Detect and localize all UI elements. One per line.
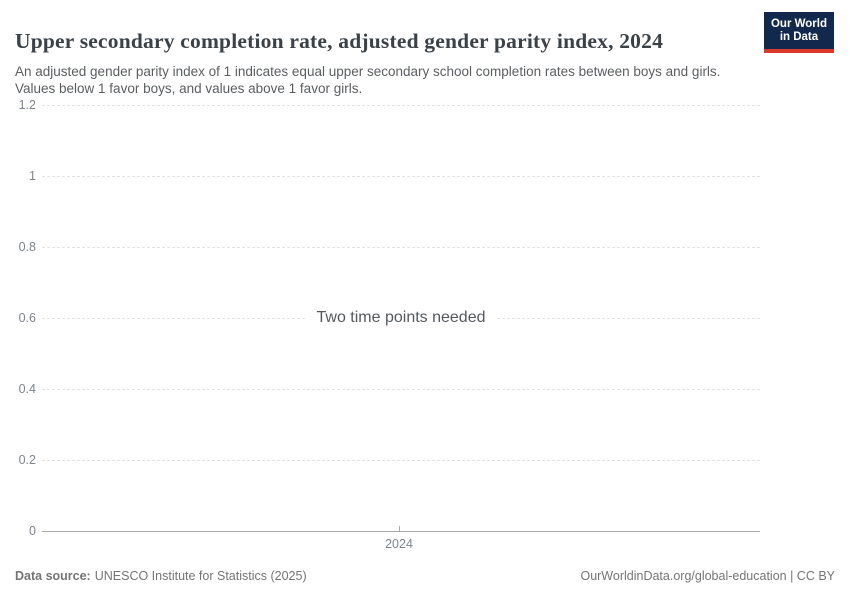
gridline: [42, 247, 760, 248]
x-axis-line: [42, 531, 760, 532]
gridline: [42, 105, 760, 106]
empty-state-message: Two time points needed: [306, 307, 496, 329]
attribution-link[interactable]: OurWorldinData.org/global-education | CC…: [580, 569, 835, 583]
y-axis-tick-label: 1.2: [18, 98, 36, 112]
y-axis-tick-label: 0.8: [18, 240, 36, 254]
y-axis-tick-label: 0: [29, 524, 36, 538]
chart-footer: Data source: UNESCO Institute for Statist…: [15, 568, 835, 584]
y-axis-tick-label: 0.4: [18, 382, 36, 396]
plot-area: 1.2 1 0.8 0.6 0.4 0.2 0 2024 Two ti: [18, 98, 760, 551]
x-axis-tick-mark: [399, 526, 400, 531]
gridline: [42, 389, 760, 390]
gridline: [42, 176, 760, 177]
chart-subtitle: An adjusted gender parity index of 1 ind…: [15, 63, 721, 97]
y-axis-tick-label: 0.6: [18, 311, 36, 325]
y-axis-tick-label: 1: [29, 169, 36, 183]
owid-logo[interactable]: Our World in Data: [763, 12, 834, 53]
x-axis-tick-label: 2024: [385, 537, 413, 551]
y-axis-tick-label: 0.2: [18, 453, 36, 467]
gridline: [42, 460, 760, 461]
data-source-label: Data source:: [15, 569, 91, 583]
data-source-value: UNESCO Institute for Statistics (2025): [94, 569, 307, 583]
data-source: Data source: UNESCO Institute for Statist…: [15, 568, 307, 584]
owid-logo-line1: Our World: [770, 18, 827, 30]
chart-title: Upper secondary completion rate, adjuste…: [15, 29, 664, 54]
owid-logo-line2: in Data: [779, 31, 819, 43]
